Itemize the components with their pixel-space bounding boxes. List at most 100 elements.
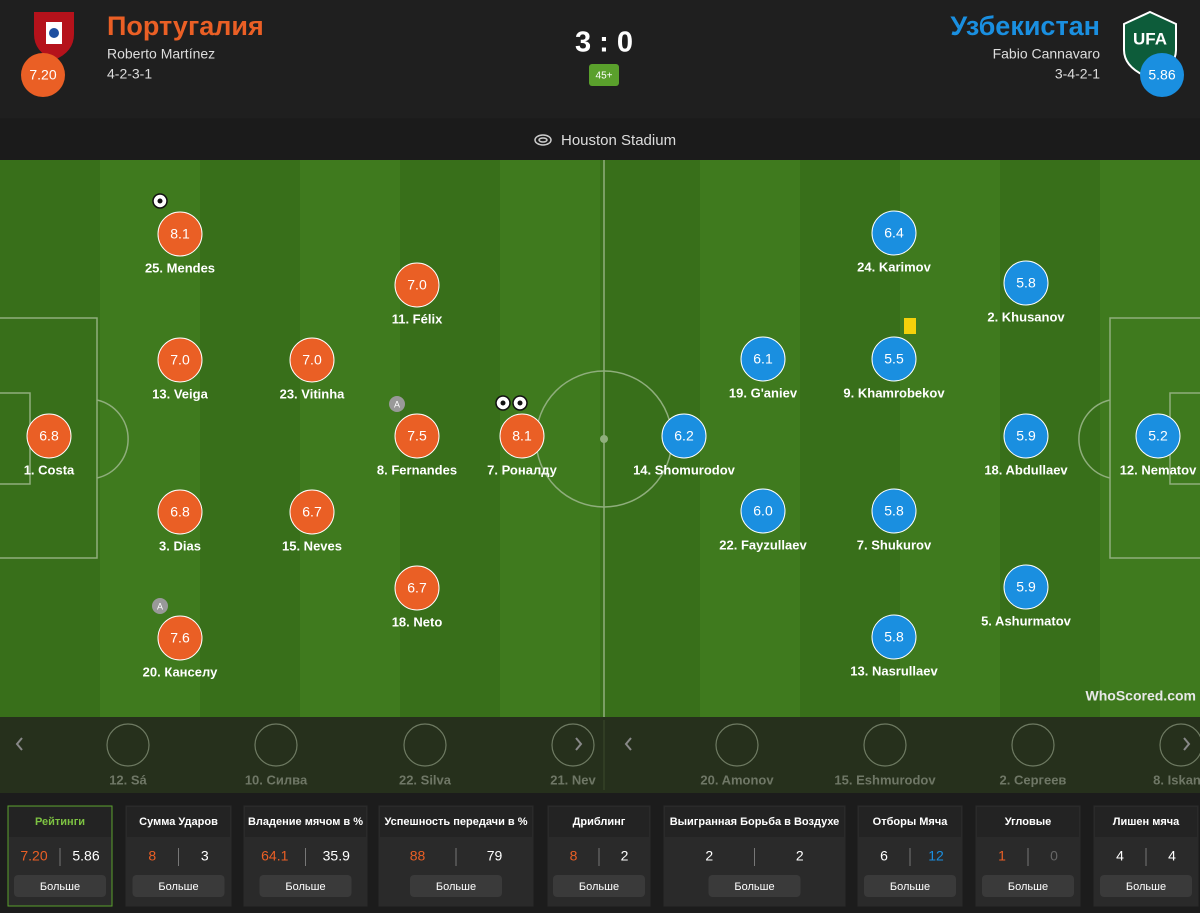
bench-player[interactable] <box>106 723 150 767</box>
player-rating-badge[interactable] <box>26 413 72 459</box>
more-button[interactable] <box>982 875 1074 897</box>
home-coach: Roberto Martínez <box>107 46 215 62</box>
stat-card-head <box>380 807 532 837</box>
player-rating-badge[interactable] <box>289 337 335 383</box>
more-label: Больше <box>890 881 930 893</box>
stat-away: 0 <box>1050 848 1058 864</box>
player-rating: 6.7 <box>407 580 427 596</box>
stat-away: 2 <box>621 848 629 864</box>
player-rating-badge[interactable] <box>289 489 335 535</box>
stat-card-head <box>1095 807 1197 837</box>
stat-title: Дриблинг <box>573 816 626 828</box>
stadium-icon <box>534 134 552 146</box>
player-name: 5. Ashurmatov <box>981 613 1072 628</box>
stat-home: 2 <box>705 848 713 864</box>
player-rating-badge[interactable] <box>1003 413 1049 459</box>
stat-title: Угловые <box>1005 816 1052 828</box>
bench-name: 10. Силва <box>245 772 308 787</box>
player-rating-badge[interactable] <box>157 615 203 661</box>
player-name: 24. Karimov <box>857 259 931 274</box>
more-button[interactable] <box>1100 875 1192 897</box>
player-rating-badge[interactable] <box>1003 260 1049 306</box>
player-name: 9. Khamrobekov <box>843 385 945 400</box>
bench-player[interactable] <box>863 723 907 767</box>
stat-title: Успешность передачи в % <box>385 816 528 828</box>
stat-away: 12 <box>928 848 944 864</box>
player-rating-badge[interactable] <box>871 210 917 256</box>
bench-name: 22. Silva <box>399 772 452 787</box>
player-rating-badge[interactable] <box>157 211 203 257</box>
player-rating: 8.1 <box>170 226 190 242</box>
player-rating-badge[interactable] <box>394 262 440 308</box>
player-name: 18. Abdullaev <box>984 462 1068 477</box>
player-rating: 5.9 <box>1016 428 1036 444</box>
away-name: Узбекистан <box>950 11 1100 41</box>
player-name: 12. Nematov <box>1120 462 1197 477</box>
stat-card-head <box>9 807 111 837</box>
player-name: 23. Vitinha <box>280 386 346 401</box>
home-name: Португалия <box>107 11 264 41</box>
player-rating-badge[interactable] <box>394 565 440 611</box>
bench-player[interactable] <box>1011 723 1055 767</box>
player-rating-badge[interactable] <box>740 336 786 382</box>
player-rating: 7.0 <box>170 352 190 368</box>
stat-away: 3 <box>201 848 209 864</box>
stat-card-head <box>665 807 844 837</box>
player-rating-badge[interactable] <box>871 336 917 382</box>
player-rating-badge[interactable] <box>1003 564 1049 610</box>
more-button[interactable] <box>259 875 352 897</box>
stat-away: 5.86 <box>72 848 99 864</box>
player-rating: 6.1 <box>753 351 773 367</box>
bench-player[interactable] <box>254 723 298 767</box>
player-name: 14. Shomurodov <box>633 462 736 477</box>
more-button[interactable] <box>14 875 106 897</box>
more-button[interactable] <box>553 875 645 897</box>
player-rating-badge[interactable] <box>871 614 917 660</box>
player-rating-badge[interactable] <box>661 413 707 459</box>
more-button[interactable] <box>410 875 502 897</box>
watermark: WhoScored.com <box>1086 688 1196 704</box>
player-rating-badge[interactable] <box>157 489 203 535</box>
stat-title: Лишен мяча <box>1113 816 1180 828</box>
player-rating-badge[interactable] <box>740 488 786 534</box>
away-formation: 3-4-2-1 <box>1055 66 1100 82</box>
player-rating: 6.4 <box>884 225 904 241</box>
bench-player[interactable] <box>715 723 759 767</box>
player-rating-badge[interactable] <box>499 413 545 459</box>
player-rating-badge[interactable] <box>1135 413 1181 459</box>
stat-home: 8 <box>570 848 578 864</box>
status-badge <box>589 64 619 86</box>
more-button[interactable] <box>132 875 225 897</box>
more-label: Больше <box>158 881 198 893</box>
stat-card-head <box>859 807 961 837</box>
bench-player[interactable] <box>1159 723 1200 767</box>
player-rating: 6.7 <box>302 504 322 520</box>
player-rating: 6.8 <box>170 504 190 520</box>
player-rating-badge[interactable] <box>871 488 917 534</box>
player-rating: 6.2 <box>674 428 694 444</box>
bench-name: 2. Сергеев <box>1000 772 1067 787</box>
captain-label: A <box>157 601 163 611</box>
more-button[interactable] <box>708 875 801 897</box>
player-name: 25. Mendes <box>145 260 215 275</box>
goal-icon-patch <box>500 400 506 406</box>
bench-arrows[interactable] <box>15 737 1191 751</box>
player-name: 8. Fernandes <box>377 462 457 477</box>
player-name: 2. Khusanov <box>987 309 1065 324</box>
bench-player[interactable] <box>551 723 595 767</box>
player-rating: 5.9 <box>1016 579 1036 595</box>
player-name: 3. Dias <box>159 538 201 553</box>
more-button[interactable] <box>864 875 956 897</box>
bench-name: 20. Amonov <box>700 772 774 787</box>
bench-name: 12. Sá <box>109 772 147 787</box>
home-formation: 4-2-3-1 <box>107 66 152 82</box>
stat-title: Рейтинги <box>35 816 85 828</box>
player-rating-badge[interactable] <box>157 337 203 383</box>
player-rating-badge[interactable] <box>394 413 440 459</box>
stat-away: 2 <box>796 848 804 864</box>
more-label: Больше <box>1008 881 1048 893</box>
away-rating: 5.86 <box>1148 67 1175 83</box>
bench-player[interactable] <box>403 723 447 767</box>
player-name: 7. Shukurov <box>857 537 932 552</box>
player-rating: 5.8 <box>884 503 904 519</box>
